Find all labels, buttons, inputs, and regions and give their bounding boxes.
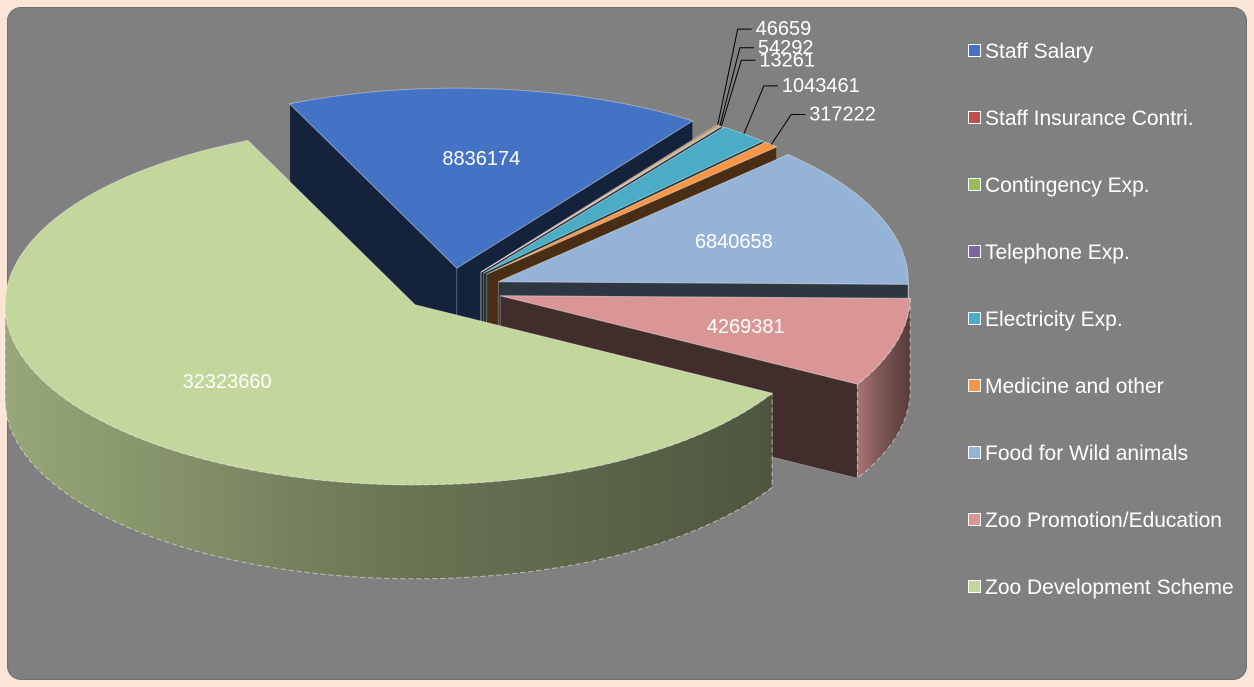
legend-swatch <box>968 44 981 57</box>
legend-item-development[interactable]: Zoo Development Scheme <box>966 574 1246 641</box>
data-label-food-for-wild-animals: 6840658 <box>695 231 773 253</box>
slice-zoo-development-scheme[interactable] <box>4 139 774 486</box>
legend-swatch <box>968 446 981 459</box>
leader-line <box>743 85 778 135</box>
legend-label: Zoo Development Scheme <box>985 576 1234 599</box>
legend: Staff Salary Staff Insurance Contri. Con… <box>966 38 1246 641</box>
legend-item-staff-salary[interactable]: Staff Salary <box>966 38 1246 105</box>
legend-label: Zoo Promotion/Education <box>985 509 1222 532</box>
data-label-telephone-exp: 13261 <box>759 49 815 71</box>
leader-line <box>717 28 752 126</box>
legend-swatch <box>968 580 981 593</box>
legend-label: Electricity Exp. <box>985 308 1123 331</box>
legend-swatch <box>968 245 981 258</box>
legend-swatch <box>968 379 981 392</box>
slice-electricity-exp[interactable] <box>483 126 764 274</box>
data-label-zoo-development-scheme: 32323660 <box>183 371 272 393</box>
leader-line <box>720 59 756 127</box>
legend-label: Medicine and other <box>985 375 1164 398</box>
legend-item-telephone[interactable]: Telephone Exp. <box>966 239 1246 306</box>
legend-label: Food for Wild animals <box>985 442 1189 465</box>
legend-swatch <box>968 178 981 191</box>
slice-wall-zoo-promotion-education <box>856 298 911 480</box>
data-label-zoo-promotion-education: 4269381 <box>707 316 785 338</box>
slice-food-for-wild-animals[interactable] <box>498 153 909 285</box>
slice-staff-salary[interactable] <box>288 87 694 269</box>
legend-item-electricity[interactable]: Electricity Exp. <box>966 306 1246 373</box>
legend-label: Staff Insurance Contri. <box>985 107 1194 130</box>
data-label-electricity-exp: 1043461 <box>782 75 860 97</box>
data-label-medicine-and-other: 317222 <box>809 104 876 126</box>
legend-item-food[interactable]: Food for Wild animals <box>966 440 1246 507</box>
leader-line <box>770 114 806 145</box>
legend-item-medicine[interactable]: Medicine and other <box>966 373 1246 440</box>
slice-zoo-promotion-education[interactable] <box>500 295 911 385</box>
legend-label: Telephone Exp. <box>985 241 1130 264</box>
data-label-staff-insurance-contri: 46659 <box>756 18 812 40</box>
legend-item-contingency[interactable]: Contingency Exp. <box>966 172 1246 239</box>
legend-item-promotion[interactable]: Zoo Promotion/Education <box>966 507 1246 574</box>
data-label-contingency-exp: 54292 <box>758 37 814 59</box>
legend-swatch <box>968 513 981 526</box>
legend-label: Contingency Exp. <box>985 174 1150 197</box>
legend-item-staff-insurance[interactable]: Staff Insurance Contri. <box>966 105 1246 172</box>
legend-label: Staff Salary <box>985 40 1094 63</box>
legend-swatch <box>968 312 981 325</box>
data-label-staff-salary: 8836174 <box>442 148 520 170</box>
slice-staff-insurance-contri[interactable] <box>480 124 720 273</box>
legend-swatch <box>968 111 981 124</box>
leader-line <box>719 47 754 126</box>
